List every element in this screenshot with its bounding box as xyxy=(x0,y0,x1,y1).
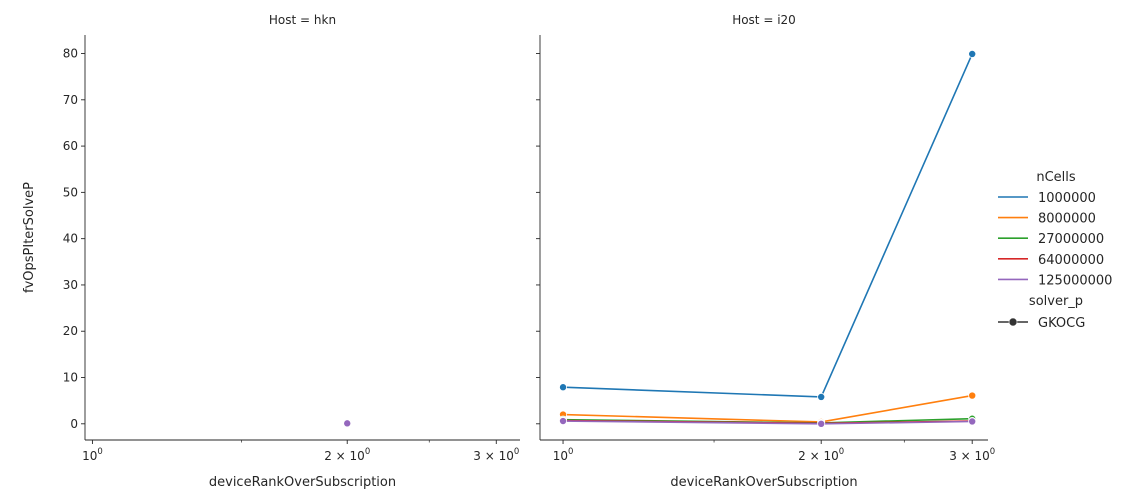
x-tick-label-exponent: 0 xyxy=(568,447,573,457)
legend-entry-label: 27000000 xyxy=(1038,232,1104,247)
x-axis-label: deviceRankOverSubscription xyxy=(209,475,396,490)
y-tick-label: 60 xyxy=(63,139,78,153)
data-point xyxy=(817,419,826,428)
x-tick-label-exponent: 0 xyxy=(990,447,995,457)
y-tick-label: 70 xyxy=(63,93,78,107)
y-tick-label: 20 xyxy=(63,324,78,338)
legend-style-marker xyxy=(1008,317,1018,327)
chart-legend: nCells 1000000 8000000 27000000 64000000 1250… xyxy=(998,170,1112,331)
series-line xyxy=(563,53,973,398)
x-tick-label-base: 2 × 10 xyxy=(798,449,839,463)
y-tick-label: 10 xyxy=(63,371,78,385)
legend-style-label: GKOCG xyxy=(1038,316,1085,331)
x-tick-label-base: 3 × 10 xyxy=(473,449,514,463)
y-tick-label: 30 xyxy=(63,278,78,292)
x-tick-label: 100 xyxy=(553,447,574,463)
x-tick-label-base: 2 × 10 xyxy=(324,449,365,463)
x-tick-label-exponent: 0 xyxy=(839,447,844,457)
series-125000000 xyxy=(559,417,977,428)
data-point xyxy=(343,419,352,428)
legend-hue-title: nCells xyxy=(1036,170,1076,185)
legend-entry-label: 64000000 xyxy=(1038,253,1104,268)
y-tick-label: 40 xyxy=(63,232,78,246)
legend-entry-label: 125000000 xyxy=(1038,273,1112,288)
panel-title: Host = hkn xyxy=(269,13,336,27)
x-tick-label: 2 × 100 xyxy=(798,447,844,463)
x-tick-label: 3 × 100 xyxy=(949,447,995,463)
panel-title: Host = i20 xyxy=(732,13,796,27)
data-point xyxy=(968,49,977,58)
x-tick-label-exponent: 0 xyxy=(365,447,370,457)
x-tick-label: 100 xyxy=(82,447,103,463)
x-tick-label-base: 10 xyxy=(553,449,568,463)
data-point xyxy=(559,417,568,426)
data-point xyxy=(817,392,826,401)
x-tick-label-exponent: 0 xyxy=(514,447,519,457)
y-tick-label: 80 xyxy=(63,47,78,61)
y-tick-label: 0 xyxy=(70,417,78,431)
data-point xyxy=(559,383,568,392)
series-1000000 xyxy=(559,49,977,401)
x-tick-label: 3 × 100 xyxy=(473,447,519,463)
x-tick-label-base: 10 xyxy=(82,449,97,463)
series-line xyxy=(563,394,973,423)
x-axis-label: deviceRankOverSubscription xyxy=(670,475,857,490)
series-125000000 xyxy=(343,419,352,428)
x-tick-label: 2 × 100 xyxy=(324,447,370,463)
legend-entry-label: 8000000 xyxy=(1038,212,1096,227)
y-axis-label: fvOpsPIterSolveP xyxy=(22,182,37,293)
y-tick-label: 50 xyxy=(63,185,78,199)
legend-entry-label: 1000000 xyxy=(1038,191,1096,206)
legend-style-title: solver_p xyxy=(1029,294,1083,309)
data-point xyxy=(968,417,977,426)
x-tick-label-base: 3 × 10 xyxy=(949,449,990,463)
x-tick-label-exponent: 0 xyxy=(97,447,102,457)
data-point xyxy=(968,391,977,400)
